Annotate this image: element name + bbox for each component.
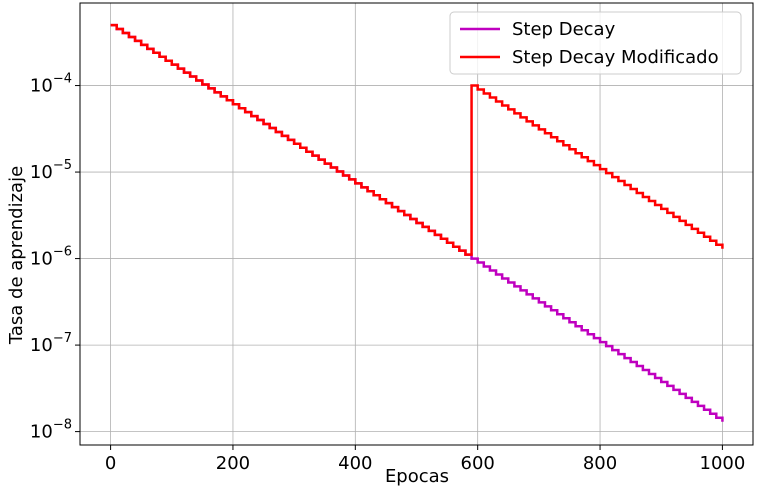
plot-lines [110, 23, 724, 422]
legend: Step Decay Step Decay Modificado [449, 11, 742, 75]
plot-frame [79, 2, 754, 446]
x-tick-label: 1000 [700, 453, 746, 474]
x-axis-ticks: 0 200 400 600 800 1000 [105, 445, 745, 474]
series-line-step-decay-modificado [110, 23, 724, 256]
x-tick-label: 200 [216, 453, 250, 474]
grid [80, 3, 753, 445]
legend-label-step-decay-modificado: Step Decay Modificado [512, 47, 719, 68]
y-tick-label: 10−5 [30, 158, 72, 183]
x-tick-label: 600 [461, 453, 495, 474]
y-axis-label: Tasa de aprendizaje [6, 166, 27, 345]
legend-label-step-decay: Step Decay [512, 19, 616, 40]
y-tick-label: 10−8 [30, 418, 72, 443]
x-tick-label: 400 [338, 453, 372, 474]
y-tick-label: 10−6 [30, 245, 72, 270]
legend-box [449, 11, 742, 75]
x-tick-label: 0 [105, 453, 116, 474]
y-axis-ticks: 10−8 10−7 10−6 10−5 10−4 [30, 72, 80, 443]
y-tick-label: 10−4 [30, 72, 72, 97]
y-tick-label: 10−7 [30, 331, 72, 356]
x-axis-label: Epocas [385, 466, 449, 487]
x-tick-label: 800 [583, 453, 617, 474]
